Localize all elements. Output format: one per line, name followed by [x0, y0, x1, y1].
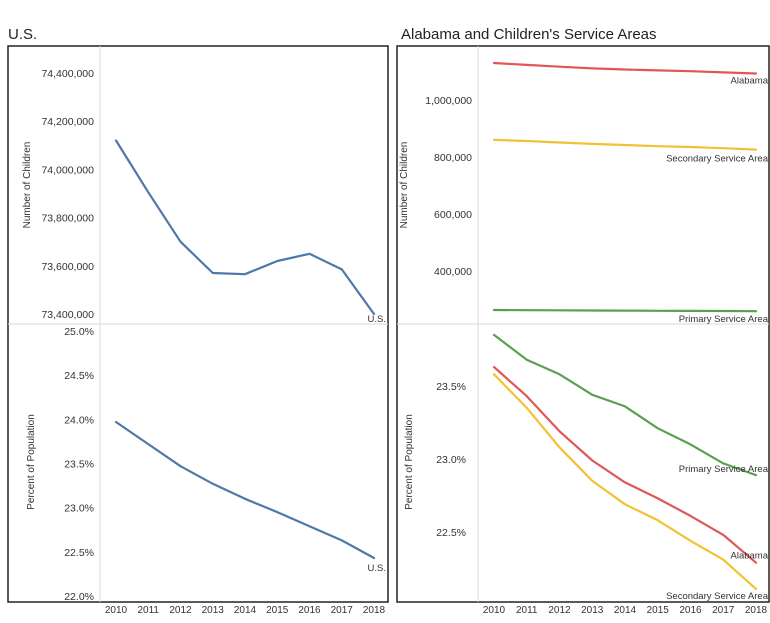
alabama-series-label-bottom: Alabama — [731, 551, 769, 562]
y-tick-label: 22.5% — [64, 547, 94, 559]
y-tick-label: 24.0% — [64, 414, 94, 426]
us-panel-title: U.S. — [8, 26, 38, 43]
y-axis-label: Number of Children — [399, 142, 410, 229]
y-tick-label: 23.5% — [64, 459, 94, 471]
x-tick-label: 2018 — [745, 605, 768, 616]
primary-series-label-top: Primary Service Area — [679, 314, 769, 325]
series-line-u-s- — [114, 139, 376, 316]
us-series-label-top: U.S. — [368, 314, 386, 325]
y-tick-label: 74,000,000 — [41, 164, 94, 176]
y-tick-label: 73,800,000 — [41, 213, 94, 225]
y-tick-label: 74,200,000 — [41, 116, 94, 128]
y-axis-label: Percent of Population — [404, 414, 415, 510]
x-tick-label: 2011 — [516, 605, 538, 616]
y-tick-label: 600,000 — [434, 209, 472, 221]
x-tick-label: 2015 — [647, 605, 670, 616]
series-line-alabama — [492, 61, 758, 75]
secondary-series-label-bottom: Secondary Service Area — [666, 591, 769, 602]
al-percent-y-axis: 22.5% 23.0% 23.5% Percent of Population — [404, 381, 466, 539]
y-tick-label: 24.5% — [64, 370, 94, 382]
y-tick-label: 23.5% — [436, 381, 466, 393]
us-children-y-axis: 73,400,000 73,600,000 73,800,000 74,000,000… — [22, 68, 94, 321]
x-tick-label: 2010 — [105, 605, 128, 616]
alabama-panel-title: Alabama and Children's Service Areas — [401, 26, 657, 43]
y-tick-label: 1,000,000 — [425, 95, 472, 107]
y-tick-label: 25.0% — [64, 326, 94, 338]
y-tick-label: 73,400,000 — [41, 309, 94, 321]
x-axis-ticks: 2010 2011 2012 2013 2014 2015 2016 2017 2018 2010… — [105, 605, 768, 616]
x-tick-label: 2018 — [363, 605, 386, 616]
y-tick-label: 74,400,000 — [41, 68, 94, 80]
x-tick-label: 2014 — [614, 605, 637, 616]
x-tick-label: 2014 — [234, 605, 257, 616]
us-percent-y-axis: 22.0% 22.5% 23.0% 23.5% 24.0% 24.5% 25.0% Perce… — [26, 326, 94, 603]
x-tick-label: 2013 — [202, 605, 225, 616]
secondary-series-label-top: Secondary Service Area — [666, 154, 769, 165]
y-tick-label: 73,600,000 — [41, 261, 94, 273]
series-line-alabama — [492, 365, 758, 564]
x-tick-label: 2010 — [483, 605, 506, 616]
x-tick-label: 2012 — [548, 605, 571, 616]
x-tick-label: 2015 — [266, 605, 289, 616]
series-line-u-s- — [114, 420, 376, 560]
y-tick-label: 400,000 — [434, 266, 472, 278]
us-series-label-bottom: U.S. — [368, 563, 386, 574]
x-tick-label: 2017 — [331, 605, 354, 616]
series-line-primary-service-area — [492, 333, 758, 477]
x-tick-label: 2012 — [169, 605, 192, 616]
al-children-y-axis: 400,000 600,000 800,000 1,000,000 Number of … — [399, 95, 472, 278]
x-tick-label: 2017 — [712, 605, 735, 616]
series-line-secondary-service-area — [492, 373, 758, 591]
x-tick-label: 2011 — [137, 605, 159, 616]
y-tick-label: 23.0% — [436, 454, 466, 466]
x-tick-label: 2016 — [298, 605, 321, 616]
series-line-primary-service-area — [492, 308, 758, 313]
series-line-secondary-service-area — [492, 138, 758, 151]
x-tick-label: 2013 — [581, 605, 604, 616]
y-axis-label: Percent of Population — [26, 414, 37, 510]
y-tick-label: 22.5% — [436, 527, 466, 539]
x-tick-label: 2016 — [679, 605, 702, 616]
primary-series-label-bottom: Primary Service Area — [679, 464, 769, 475]
y-tick-label: 23.0% — [64, 503, 94, 515]
y-axis-label: Number of Children — [22, 142, 33, 229]
y-tick-label: 22.0% — [64, 591, 94, 603]
alabama-series-label-top: Alabama — [731, 75, 769, 86]
y-tick-label: 800,000 — [434, 152, 472, 164]
